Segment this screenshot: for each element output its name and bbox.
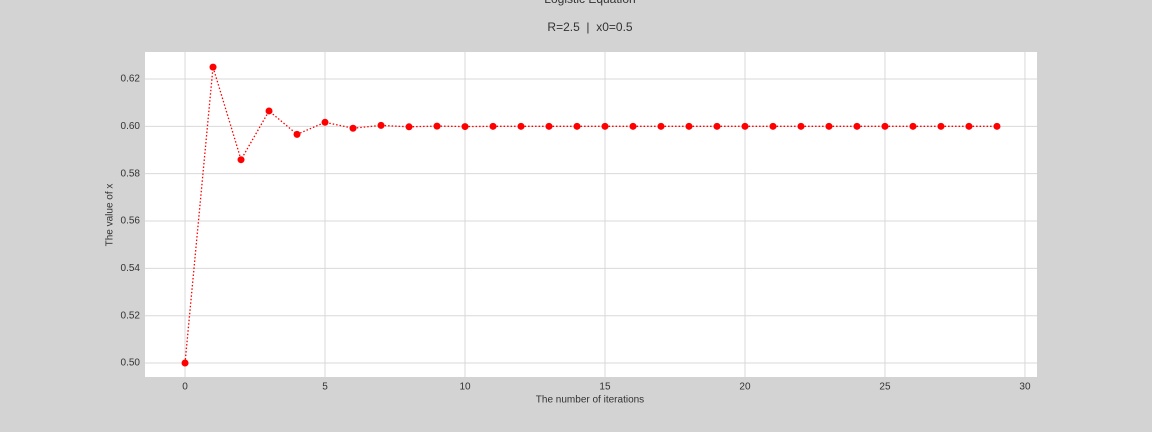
data-point xyxy=(741,122,749,130)
y-axis-label: The value of x xyxy=(105,184,116,247)
x-tick-label: 0 xyxy=(182,382,188,393)
data-point xyxy=(433,122,441,130)
y-tick-label: 0.60 xyxy=(121,121,141,132)
data-point xyxy=(545,122,553,130)
data-point xyxy=(517,122,525,130)
data-point xyxy=(825,122,833,130)
data-point xyxy=(181,359,189,367)
data-point xyxy=(965,122,973,130)
data-point xyxy=(629,122,637,130)
data-point xyxy=(853,122,861,130)
data-point xyxy=(293,130,301,138)
data-point xyxy=(489,122,497,130)
y-tick-label: 0.62 xyxy=(121,74,141,85)
data-line xyxy=(184,66,997,364)
data-point xyxy=(881,122,889,130)
data-point xyxy=(265,107,273,115)
data-point xyxy=(993,122,1001,130)
data-point xyxy=(377,121,385,129)
data-point xyxy=(937,122,945,130)
data-point xyxy=(657,122,665,130)
x-axis-label: The number of iterations xyxy=(536,395,644,406)
data-point xyxy=(601,122,609,130)
x-tick-label: 30 xyxy=(1019,382,1031,393)
x-tick-label: 15 xyxy=(599,382,611,393)
data-point xyxy=(573,122,581,130)
plot-area xyxy=(145,52,1037,377)
data-point xyxy=(685,122,693,130)
data-point xyxy=(237,156,245,164)
y-tick-label: 0.50 xyxy=(121,358,141,369)
data-point xyxy=(769,122,777,130)
x-tick-label: 20 xyxy=(739,382,751,393)
y-tick-label: 0.56 xyxy=(121,216,141,227)
data-point xyxy=(797,122,805,130)
y-tick-label: 0.52 xyxy=(121,310,141,321)
data-point xyxy=(713,122,721,130)
x-tick-label: 10 xyxy=(459,382,471,393)
data-point xyxy=(909,122,917,130)
data-point xyxy=(405,123,413,131)
data-point xyxy=(209,63,217,71)
data-point xyxy=(461,123,469,131)
chart-title: Logistic Equation xyxy=(544,0,635,6)
data-point xyxy=(349,124,357,132)
x-tick-label: 5 xyxy=(322,382,328,393)
data-point xyxy=(321,118,329,126)
x-tick-label: 25 xyxy=(879,382,891,393)
y-tick-label: 0.54 xyxy=(121,263,141,274)
y-tick-label: 0.58 xyxy=(121,168,141,179)
chart-subtitle: R=2.5 | x0=0.5 xyxy=(547,20,632,34)
